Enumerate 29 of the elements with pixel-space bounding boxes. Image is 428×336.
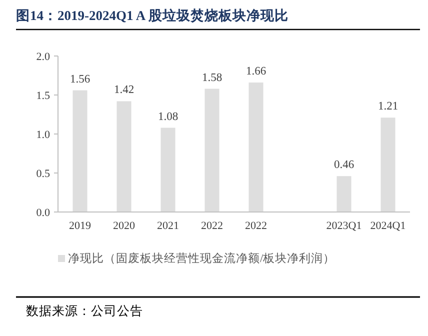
- x-tick-label: 2020: [113, 220, 136, 232]
- y-tick-label: 1.5: [36, 90, 50, 102]
- source-note: 数据来源：公司公告: [26, 304, 143, 318]
- x-tick-label: 2024Q1: [370, 220, 406, 232]
- x-tick-label: 2022: [201, 220, 223, 232]
- x-tick-label: 2022: [245, 220, 267, 232]
- y-tick-label: 2.0: [36, 51, 50, 63]
- data-label: 0.46: [334, 159, 354, 172]
- data-label: 1.56: [70, 73, 90, 86]
- x-tick-label: 2021: [157, 220, 179, 232]
- chart-title: 图14：2019-2024Q1 A 股垃圾焚烧板块净现比: [16, 8, 288, 23]
- bar: [72, 90, 88, 212]
- x-tick-label: 2023Q1: [326, 220, 362, 232]
- y-tick-label: 0.0: [36, 207, 50, 219]
- data-label: 1.08: [158, 110, 178, 123]
- bar: [204, 88, 220, 212]
- y-tick-label: 1.0: [36, 129, 50, 141]
- data-label: 1.66: [246, 66, 266, 78]
- x-tick-label: 2019: [69, 220, 92, 232]
- bar: [336, 176, 352, 212]
- bar: [380, 118, 396, 212]
- bar: [248, 82, 264, 212]
- y-tick-label: 0.5: [36, 168, 50, 180]
- legend-label: 净现比（固废板块经营性现金流净额/板块净利润）: [68, 251, 336, 265]
- data-label: 1.42: [114, 84, 134, 96]
- data-label: 1.21: [378, 100, 398, 113]
- data-label: 1.58: [202, 72, 222, 84]
- bar: [160, 128, 176, 212]
- bar: [116, 101, 132, 212]
